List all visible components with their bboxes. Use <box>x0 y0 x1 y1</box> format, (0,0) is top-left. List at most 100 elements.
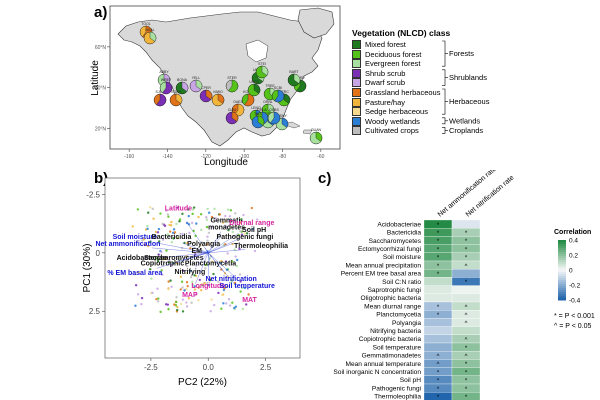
pca-point <box>214 217 217 220</box>
pca-point <box>160 250 163 254</box>
legend-label: Woody wetlands <box>365 116 420 126</box>
legend-item: Evergreen forest <box>352 59 420 69</box>
pca-point <box>176 308 179 312</box>
heatmap-row-label: Gemmatimonadetes <box>362 353 422 360</box>
pca-point <box>180 280 184 283</box>
pca-point <box>164 257 168 260</box>
pca-point <box>224 260 228 263</box>
pca-point <box>247 293 250 296</box>
pca-point <box>174 300 178 304</box>
pca-loading-label: EM <box>192 248 203 255</box>
pca-point <box>206 235 209 238</box>
pca-point <box>234 255 237 258</box>
site-label: DSNY <box>277 114 287 118</box>
pca-point <box>179 302 183 306</box>
pca-point <box>226 252 229 255</box>
pca-point <box>156 300 160 303</box>
pca-point <box>137 271 140 274</box>
pca-point <box>228 215 232 218</box>
colorbar-segment <box>558 260 566 263</box>
pca-point <box>178 218 182 221</box>
pca-point <box>185 301 188 304</box>
pca-point <box>166 213 169 216</box>
site-pie-slice <box>257 115 265 126</box>
colorbar-segment <box>558 262 566 265</box>
pca-point <box>235 258 239 262</box>
colorbar-segment <box>558 266 566 269</box>
heatmap-cell <box>423 342 453 352</box>
pca-point <box>186 264 189 268</box>
colorbar-tick-label: -0.4 <box>569 298 581 305</box>
heatmap-row-label: Mean diurnal range <box>364 303 421 310</box>
site-label: DELA <box>257 108 267 112</box>
pca-point <box>224 214 227 218</box>
pca-point <box>166 233 170 236</box>
pca-point <box>157 297 160 300</box>
colorbar-tick-label: -0.2 <box>569 283 581 290</box>
pca-point <box>190 301 193 304</box>
heatmap-significance-mark: * <box>465 387 468 393</box>
pca-point <box>167 280 170 283</box>
colorbar-segment <box>558 270 566 273</box>
pca-point <box>155 257 159 260</box>
heatmap-column-label: Net nitrification rate <box>465 174 516 218</box>
pca-point <box>212 303 216 307</box>
pca-point <box>192 206 196 209</box>
pca-point <box>194 293 198 296</box>
pca-point <box>189 247 192 250</box>
map-x-tick-label: -120 <box>201 154 211 160</box>
pca-point <box>161 238 165 241</box>
pca-point <box>239 221 242 224</box>
colorbar-segment <box>558 294 566 297</box>
site-label: TREE <box>265 84 275 88</box>
site-label: SCBI <box>274 86 282 90</box>
pca-loading-label: Soil pH <box>242 227 266 234</box>
site-pie-slice <box>228 79 239 93</box>
heatmap-significance-mark: * <box>437 256 440 262</box>
site-pie-slice <box>261 65 269 76</box>
pca-x-tick-label: 2.5 <box>260 363 272 372</box>
pca-y-tick-label: -2.5 <box>86 190 100 199</box>
pca-loading-label: Latitude <box>165 206 192 213</box>
colorbar-segment <box>558 246 566 249</box>
pca-point <box>136 293 140 296</box>
pca-point <box>235 264 239 268</box>
pca-point <box>181 298 185 301</box>
site-label: UKFS <box>249 80 259 84</box>
site-label: OSBS <box>269 108 279 112</box>
pca-point <box>151 291 154 295</box>
pca-point <box>188 231 191 235</box>
pca-point <box>250 206 253 210</box>
colorbar-segment <box>558 268 566 271</box>
pca-point <box>222 302 225 305</box>
heatmap-row-label: Ectomycorrhizal fungi <box>358 246 422 253</box>
map-x-axis-label: Longitude <box>204 157 248 168</box>
pca-point <box>243 232 246 235</box>
pca-point <box>186 284 189 288</box>
pca-point <box>134 284 138 287</box>
legend-label: Pasture/hay <box>365 97 406 107</box>
pca-loading-arrow <box>184 252 209 258</box>
pca-point <box>149 206 152 209</box>
pca-point <box>170 220 173 224</box>
significance-note-1: * = P < 0.001 <box>554 313 595 320</box>
significance-note-2: ^ = P < 0.05 <box>554 323 592 330</box>
colorbar-segment <box>558 278 566 281</box>
pca-point <box>150 277 153 280</box>
heatmap-significance-mark: ^ <box>465 264 468 270</box>
pca-point <box>156 259 160 263</box>
legend-item: Woody wetlands <box>352 116 420 126</box>
site-label: SERC <box>279 90 289 94</box>
pca-loading-label: Pathogenic fungi <box>217 234 274 241</box>
pca-point <box>156 287 159 290</box>
colorbar-segment <box>558 240 566 243</box>
heatmap-significance-mark: * <box>465 395 468 400</box>
heatmap-cell <box>423 334 453 344</box>
pca-point <box>229 209 233 212</box>
pca-point <box>172 228 176 231</box>
pca-point <box>220 259 223 263</box>
site-label: TALL <box>254 112 262 116</box>
pca-point <box>186 208 190 211</box>
pca-point <box>133 273 137 276</box>
